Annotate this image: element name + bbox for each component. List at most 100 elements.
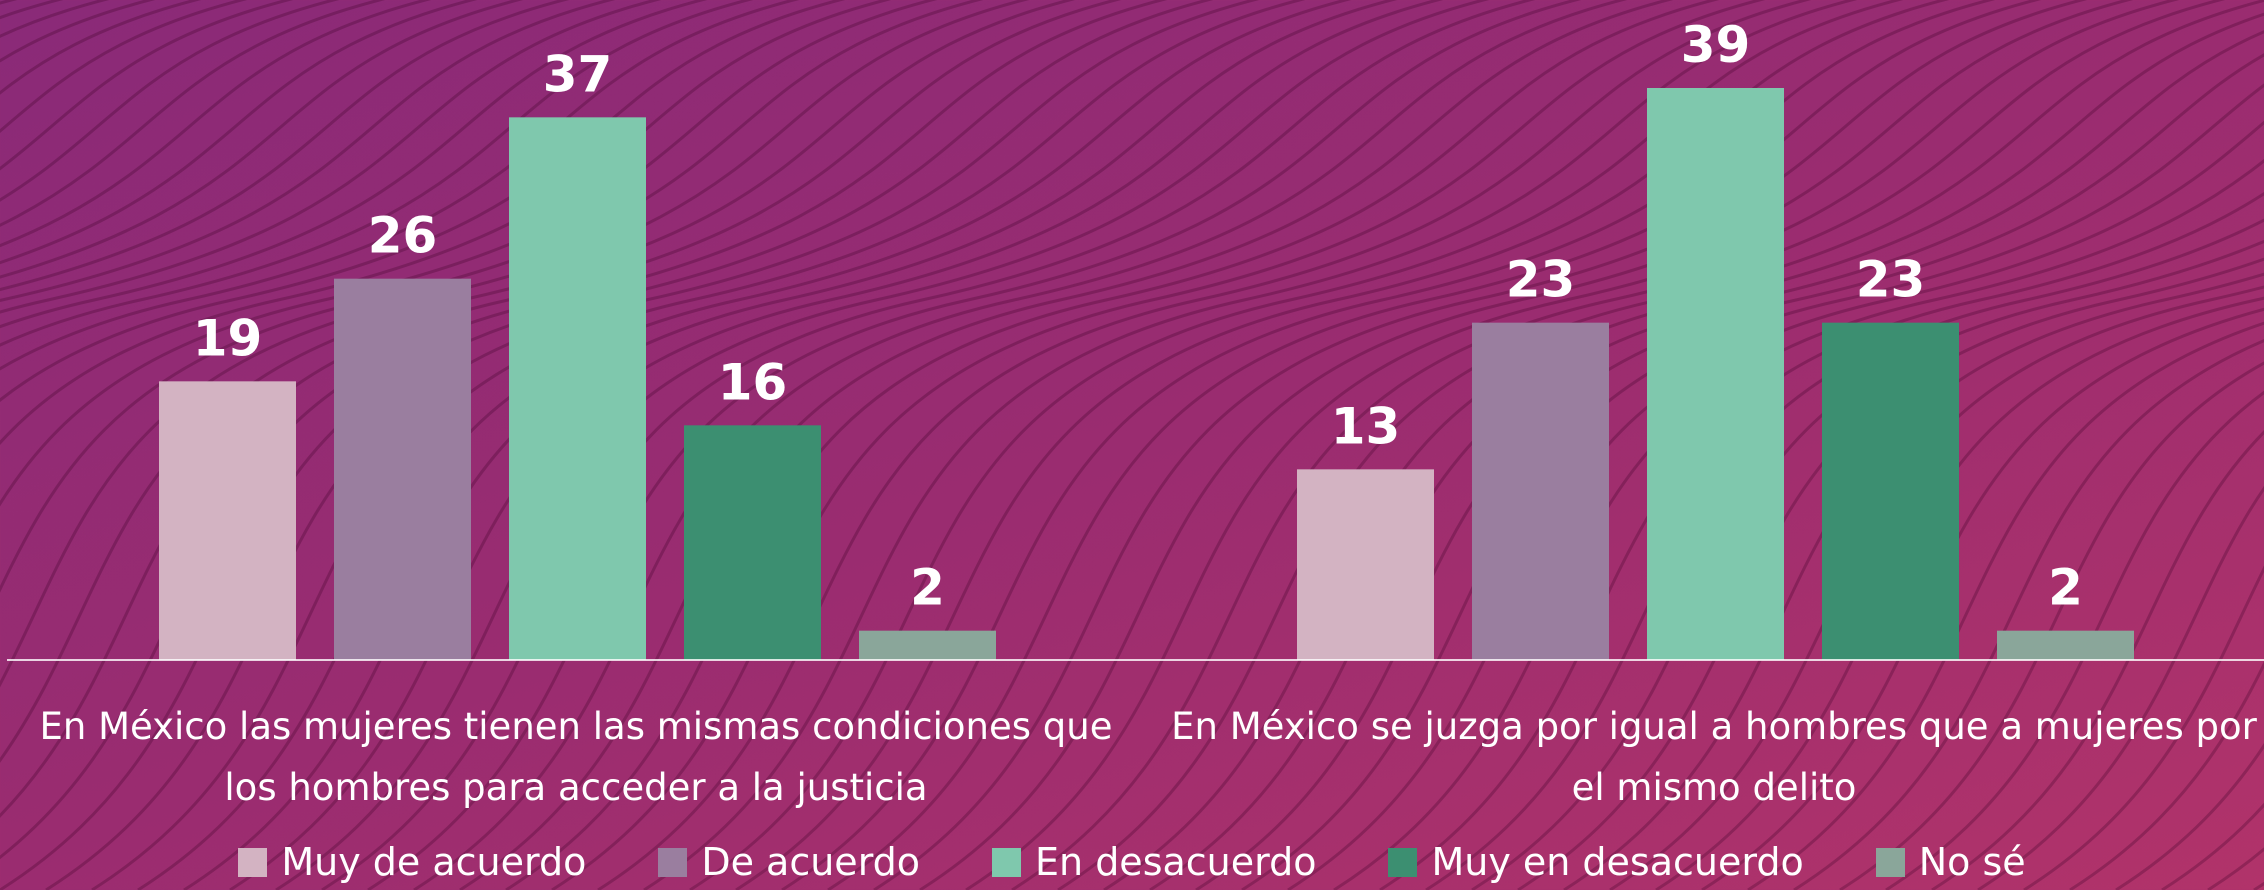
bg-wave [965, 0, 2180, 890]
bg-wave [229, 0, 1444, 890]
legend-label: Muy en desacuerdo [1431, 840, 1804, 884]
bg-wave [735, 0, 1950, 890]
bg-wave [505, 0, 1720, 890]
bg-wave [919, 0, 2134, 890]
bg-wave [321, 0, 1536, 890]
legend-item: De acuerdo [658, 840, 920, 884]
legend-label: No sé [1918, 840, 2026, 884]
legend-item: No sé [1875, 840, 2026, 884]
bar [1822, 322, 1959, 660]
bg-wave [1839, 361, 2264, 890]
bg-wave [0, 0, 754, 347]
bg-wave [0, 0, 892, 446]
bg-wave [2069, 661, 2264, 890]
bg-wave [1563, 272, 2264, 890]
bg-wave [1333, 158, 2264, 890]
bg-wave [2023, 565, 2264, 890]
value-label: 23 [1506, 251, 1576, 309]
legend-swatch [238, 847, 268, 877]
value-label: 13 [1331, 397, 1401, 455]
bg-wave [1011, 0, 2226, 890]
legend-swatch [1875, 847, 1905, 877]
legend-item: En desacuerdo [992, 840, 1316, 884]
bg-wave [0, 0, 386, 227]
bg-wave [0, 0, 846, 402]
bar [1472, 322, 1609, 660]
category-label: En México se juzga por igual a hombres q… [1171, 705, 2257, 809]
bg-wave [413, 0, 1628, 890]
bg-wave [873, 0, 2088, 890]
bg-wave [91, 0, 1306, 890]
bg-wave [0, 0, 708, 329]
legend-item: Muy en desacuerdo [1388, 840, 1804, 884]
bg-wave [689, 0, 1904, 890]
bg-wave [183, 0, 1398, 890]
bg-wave [1977, 485, 2264, 890]
bg-wave [137, 0, 1352, 890]
bar [1647, 88, 1784, 660]
bg-wave [551, 0, 1766, 890]
bg-wave [0, 0, 478, 265]
bg-wave [0, 0, 432, 248]
bg-wave [1655, 296, 2264, 890]
bar [509, 117, 646, 661]
bg-wave [0, 0, 340, 202]
bg-wave [0, 0, 938, 507]
bg-wave [1793, 339, 2264, 890]
bg-wave [1701, 307, 2264, 890]
bg-wave [1609, 285, 2264, 890]
bg-wave [0, 0, 202, 95]
bar [684, 425, 821, 660]
legend: Muy de acuerdo De acuerdo En desacuerdo Muy… [0, 840, 2264, 884]
bg-wave [367, 0, 1582, 890]
bar [1997, 630, 2134, 660]
bg-wave [1195, 53, 2264, 890]
value-label: 16 [718, 353, 788, 411]
bg-wave [0, 0, 1122, 818]
value-label: 2 [2048, 559, 2083, 617]
value-label: 2 [910, 559, 945, 617]
legend-label: En desacuerdo [1035, 840, 1317, 884]
bg-wave [275, 0, 1490, 890]
bg-wave [0, 0, 294, 171]
bg-wave [0, 0, 248, 134]
bg-wave [1379, 191, 2264, 890]
bg-wave [0, 0, 570, 292]
bg-wave [1517, 257, 2264, 890]
bg-wave [0, 0, 662, 314]
bar [1297, 469, 1434, 660]
legend-swatch [1388, 847, 1418, 877]
bg-wave [781, 0, 1996, 890]
bg-wave [459, 0, 1674, 890]
bg-wave [0, 0, 616, 303]
bg-wave [1931, 430, 2264, 890]
bg-wave [1471, 240, 2264, 890]
bg-wave [0, 0, 524, 279]
value-label: 26 [368, 207, 438, 265]
bg-wave [1747, 321, 2264, 890]
legend-label: Muy de acuerdo [281, 840, 587, 884]
value-label: 23 [1856, 251, 1926, 309]
bg-wave [1241, 83, 2264, 890]
bg-wave [1287, 120, 2264, 890]
bar [859, 630, 996, 660]
value-label: 39 [1681, 16, 1751, 74]
value-label: 37 [543, 45, 613, 103]
value-label: 19 [193, 309, 263, 367]
legend-swatch [992, 847, 1022, 877]
bar [334, 278, 471, 660]
legend-label: De acuerdo [701, 840, 921, 884]
category-label: En México las mujeres tienen las mismas … [39, 705, 1113, 809]
bg-wave [597, 0, 1812, 890]
legend-swatch [658, 847, 688, 877]
bar [159, 381, 296, 660]
bg-wave [1885, 390, 2264, 890]
legend-item: Muy de acuerdo [238, 840, 586, 884]
bg-wave [827, 0, 2042, 890]
bg-wave [1425, 218, 2264, 890]
bg-wave [643, 0, 1858, 890]
bg-wave [0, 0, 800, 371]
